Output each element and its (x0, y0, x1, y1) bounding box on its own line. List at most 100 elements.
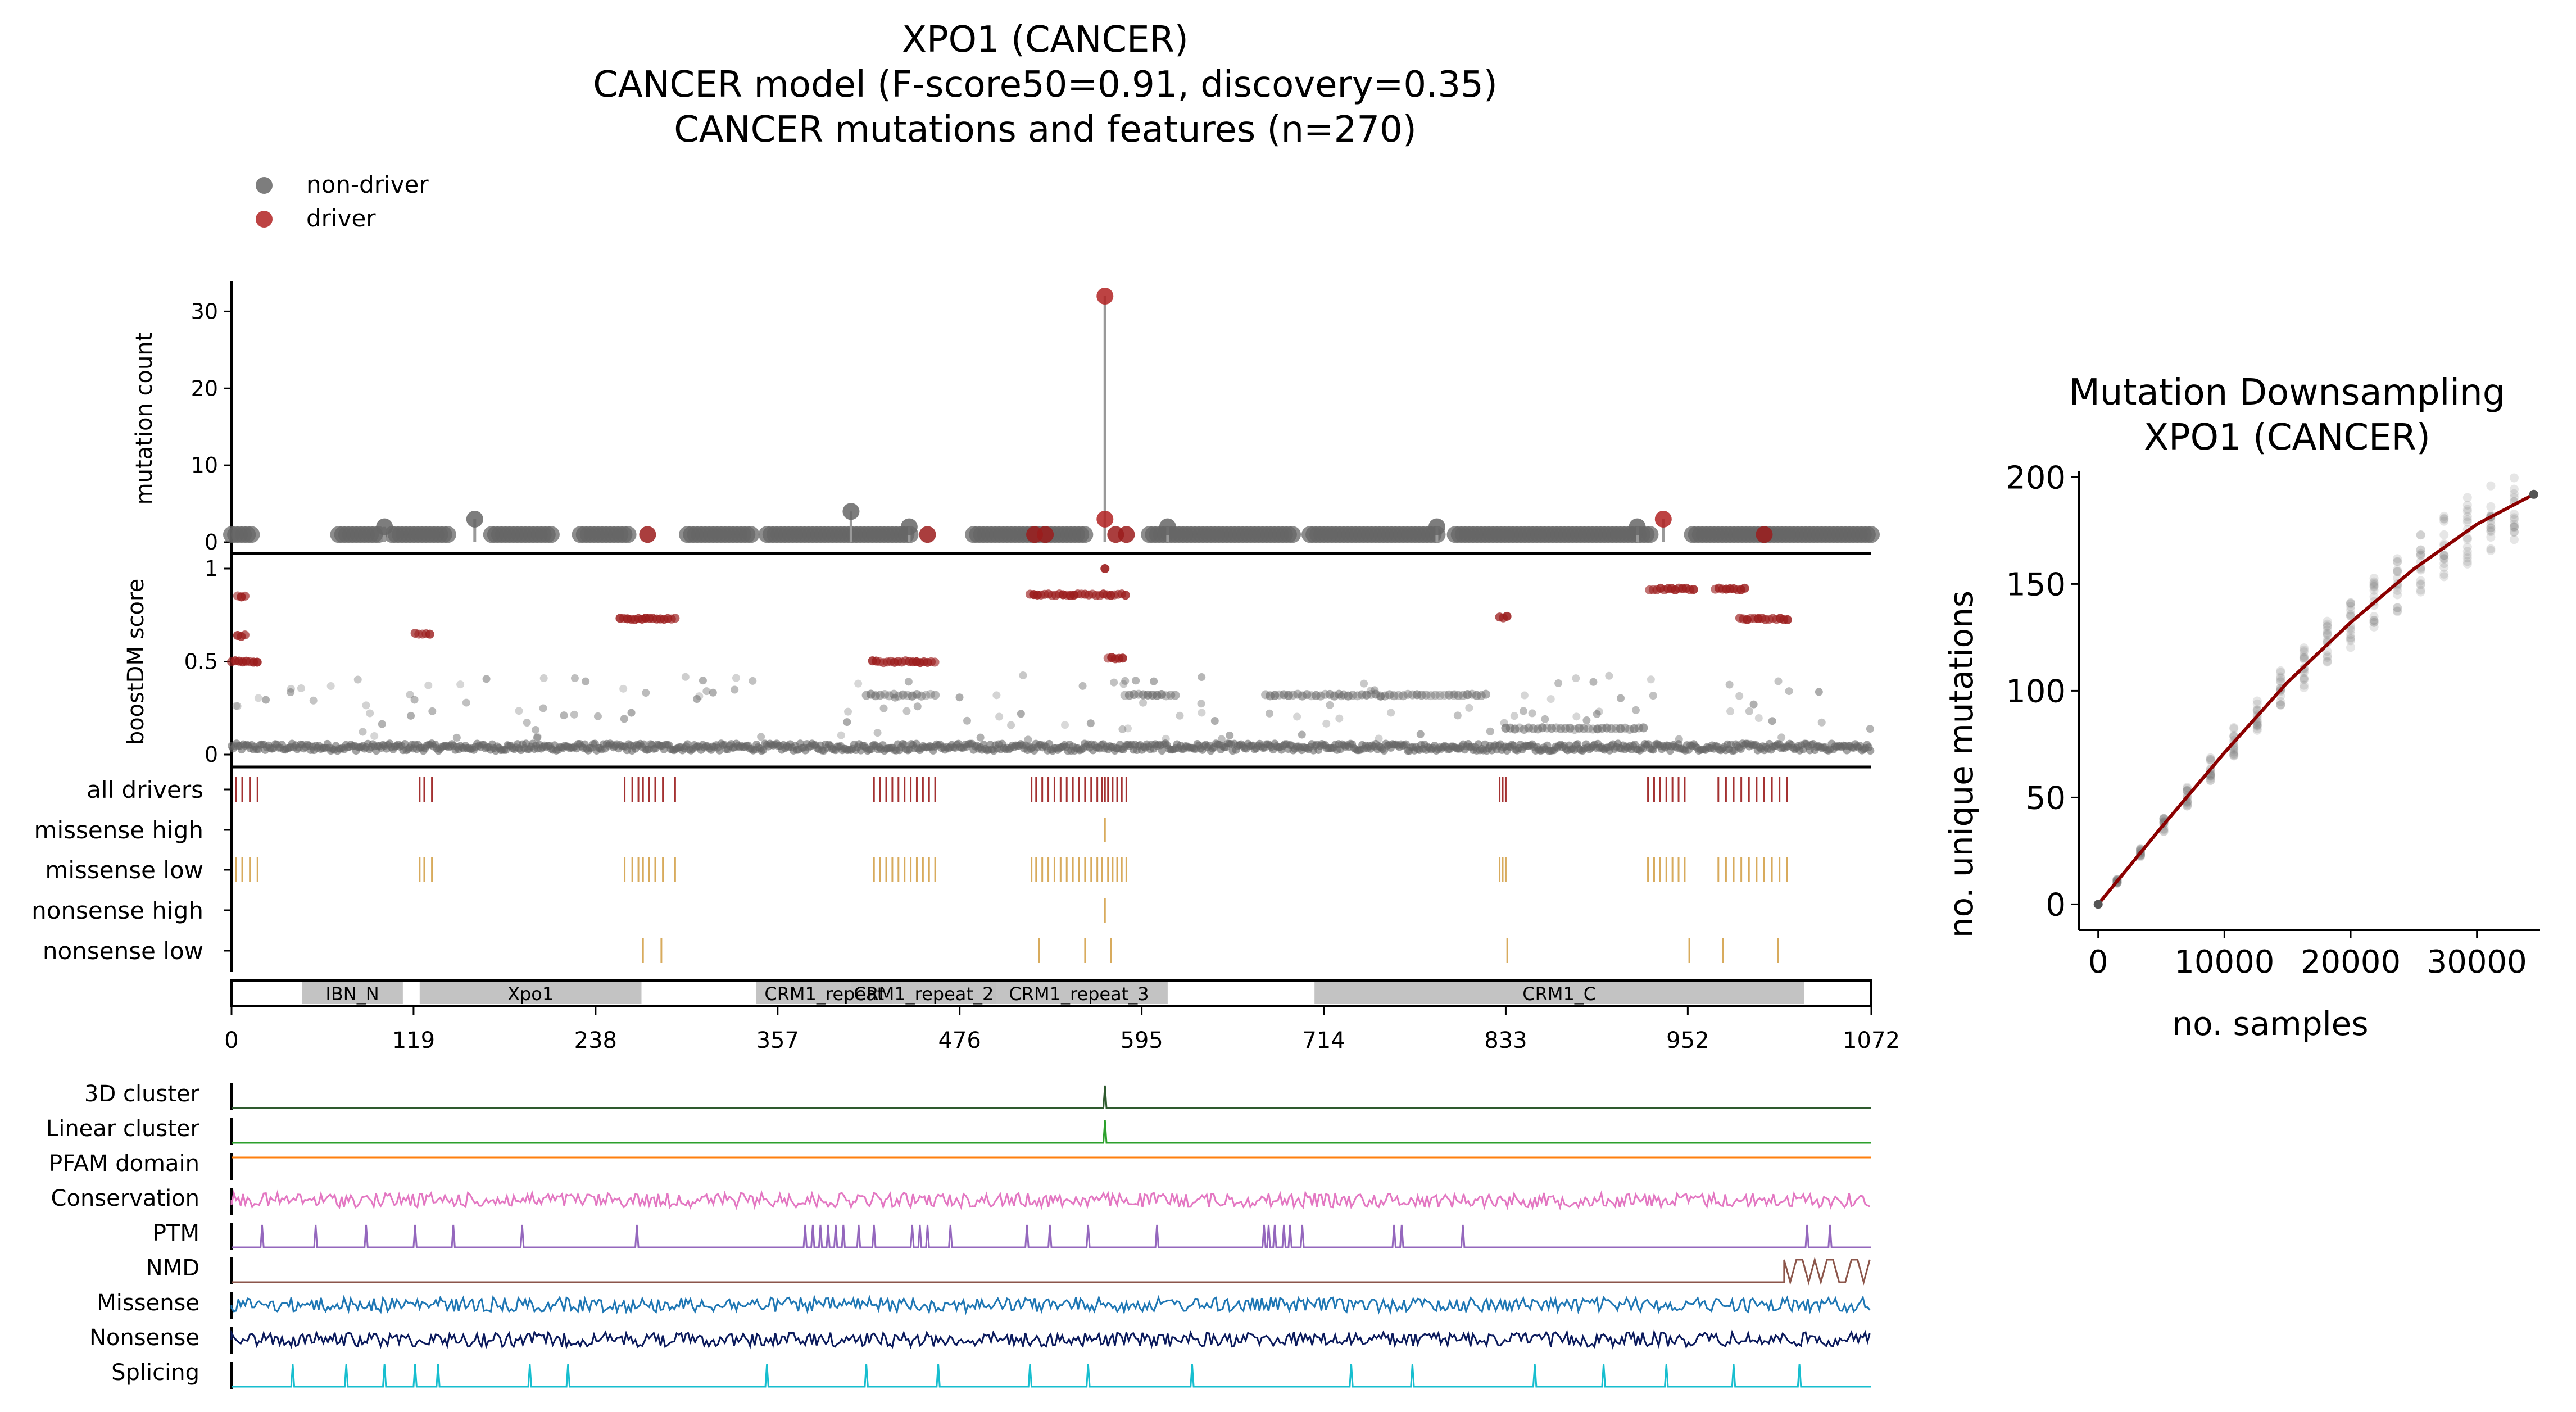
downsampling-sample-point (2276, 700, 2285, 709)
boostdm-nondriver-point (482, 675, 491, 683)
boostdm-nondriver-point (1472, 691, 1481, 700)
downsampling-ytick-label: 200 (2006, 460, 2066, 496)
downsampling-xlabel: no. samples (2172, 1005, 2368, 1043)
boostdm-nondriver-point (1284, 691, 1293, 700)
downsampling-sample-point (2369, 579, 2379, 588)
boostdm-nondriver-point (1311, 691, 1321, 700)
boostdm-nondriver-point (1454, 691, 1463, 700)
downsampling-sample-point (2486, 481, 2496, 491)
nondriver-point (1629, 518, 1646, 535)
feature-track-label: Linear cluster (46, 1116, 200, 1142)
boostdm-nondriver-point (709, 688, 717, 697)
downsampling-sample-point (2509, 519, 2519, 529)
boostdm-nondriver-point (1465, 703, 1473, 712)
downsampling-sample-point (2252, 724, 2262, 733)
downsampling-sample-point (2276, 672, 2285, 682)
downsampling-sample-point (2486, 502, 2496, 511)
boostdm-nondriver-point (1394, 691, 1403, 700)
boostdm-nondriver-point (837, 731, 845, 739)
lollipop-panel: 0 10 20 30 (191, 281, 1880, 555)
driver-point (1654, 510, 1672, 528)
domain-label: CRM1_repeat (764, 983, 884, 1005)
boostdm-nondriver-point (1486, 727, 1494, 735)
downsampling-sample-point (2299, 680, 2309, 690)
downsampling-sample-point (2462, 507, 2472, 516)
nondriver-point (1641, 526, 1659, 543)
downsampling-sample-point (2393, 557, 2402, 566)
boostdm-nondriver-point (1572, 674, 1580, 683)
boostdm-nondriver-point (1435, 691, 1445, 700)
nondriver-point (376, 518, 393, 535)
boostdm-nondriver-point (1326, 701, 1334, 709)
downsampling-sample-point (2323, 622, 2332, 632)
rug-row-label: missense low (45, 856, 203, 884)
boostdm-nondriver-point (232, 702, 241, 710)
boostdm-nondriver-point (873, 729, 882, 737)
boostdm-nondriver-point (582, 677, 590, 685)
boostdm-nondriver-point (353, 675, 362, 684)
feature-track-line (232, 1120, 1871, 1144)
downsampling-sample-point (2252, 721, 2262, 731)
downsampling-sample-point (2299, 647, 2309, 657)
downsampling-ytick-label: 100 (2006, 673, 2066, 710)
boostdm-nondriver-point (1403, 689, 1413, 699)
downsampling-sample-point (2393, 565, 2402, 575)
downsampling-sample-point (2252, 720, 2262, 730)
boostdm-driver-point (240, 591, 250, 601)
feature-track-line (230, 1189, 1870, 1211)
downsampling-subtitle: XPO1 (CANCER) (2144, 417, 2430, 458)
downsampling-sample-point (2299, 655, 2309, 664)
domain-box (419, 982, 642, 1004)
downsampling-sample-point (2323, 629, 2332, 639)
downsampling-sample-point (2369, 582, 2379, 591)
boostdm-nondriver-point (1774, 677, 1783, 685)
boostdm-nondriver-point (1375, 734, 1383, 743)
feature-track-label: PTM (153, 1220, 199, 1246)
downsampling-sample-point (2439, 554, 2449, 564)
boostdm-nondriver-point (1139, 698, 1148, 707)
downsampling-sample-point (2462, 553, 2472, 563)
lollipop-ytick-label: 10 (191, 453, 218, 478)
feature-track-label: Splicing (111, 1360, 199, 1386)
downsampling-sample-point (2439, 530, 2449, 539)
boostdm-nondriver-point (749, 677, 757, 685)
downsampling-sample-point (2393, 606, 2402, 616)
boostdm-nondriver-point (1444, 690, 1454, 700)
protein-xtick-label: 476 (938, 1028, 981, 1054)
downsampling-sample-point (2229, 747, 2239, 757)
downsampling-sample-point (2323, 625, 2332, 635)
boostdm-nondriver-point (407, 711, 415, 720)
downsampling-sample-point (2416, 580, 2425, 589)
downsampling-sample-point (2439, 572, 2449, 582)
boostdm-nondriver-point (1110, 678, 1118, 687)
boostdm-nondriver-point (1510, 724, 1520, 734)
downsampling-sample-point (2346, 625, 2356, 635)
boostdm-nondriver-point (1431, 691, 1440, 700)
boostdm-nondriver-point (1335, 714, 1344, 723)
downsampling-sample-point (2393, 567, 2402, 576)
downsampling-sample-point (2439, 516, 2449, 526)
boostdm-nondriver-point (1749, 700, 1758, 709)
feature-track-label: Nonsense (89, 1325, 199, 1351)
boostdm-nondriver-point (976, 733, 985, 742)
downsampling-sample-point (2369, 618, 2379, 627)
boostdm-nondriver-point (523, 719, 531, 727)
boostdm-nondriver-point (1399, 691, 1408, 701)
downsampling-sample-point (2346, 633, 2356, 642)
boostdm-nondriver-point (1866, 747, 1875, 755)
nondriver-point (1076, 526, 1094, 543)
boostdm-driver-point (425, 629, 434, 639)
boostdm-nondriver-point (891, 693, 899, 702)
boostdm-nondriver-point (1602, 723, 1612, 733)
nondriver-point (900, 518, 918, 535)
downsampling-sample-point (2346, 598, 2356, 607)
downsampling-sample-point (2206, 755, 2215, 764)
boostdm-nondriver-point (1129, 689, 1139, 699)
downsampling-sample-point (2486, 527, 2496, 537)
chart-title-line1: XPO1 (CANCER) (902, 19, 1189, 61)
boostdm-nondriver-point (1198, 673, 1206, 682)
boostdm-nondriver-point (1735, 692, 1744, 700)
boostdm-nondriver-point (1546, 695, 1555, 703)
boostdm-driver-point (1783, 615, 1792, 624)
downsampling-sample-point (2393, 603, 2402, 612)
